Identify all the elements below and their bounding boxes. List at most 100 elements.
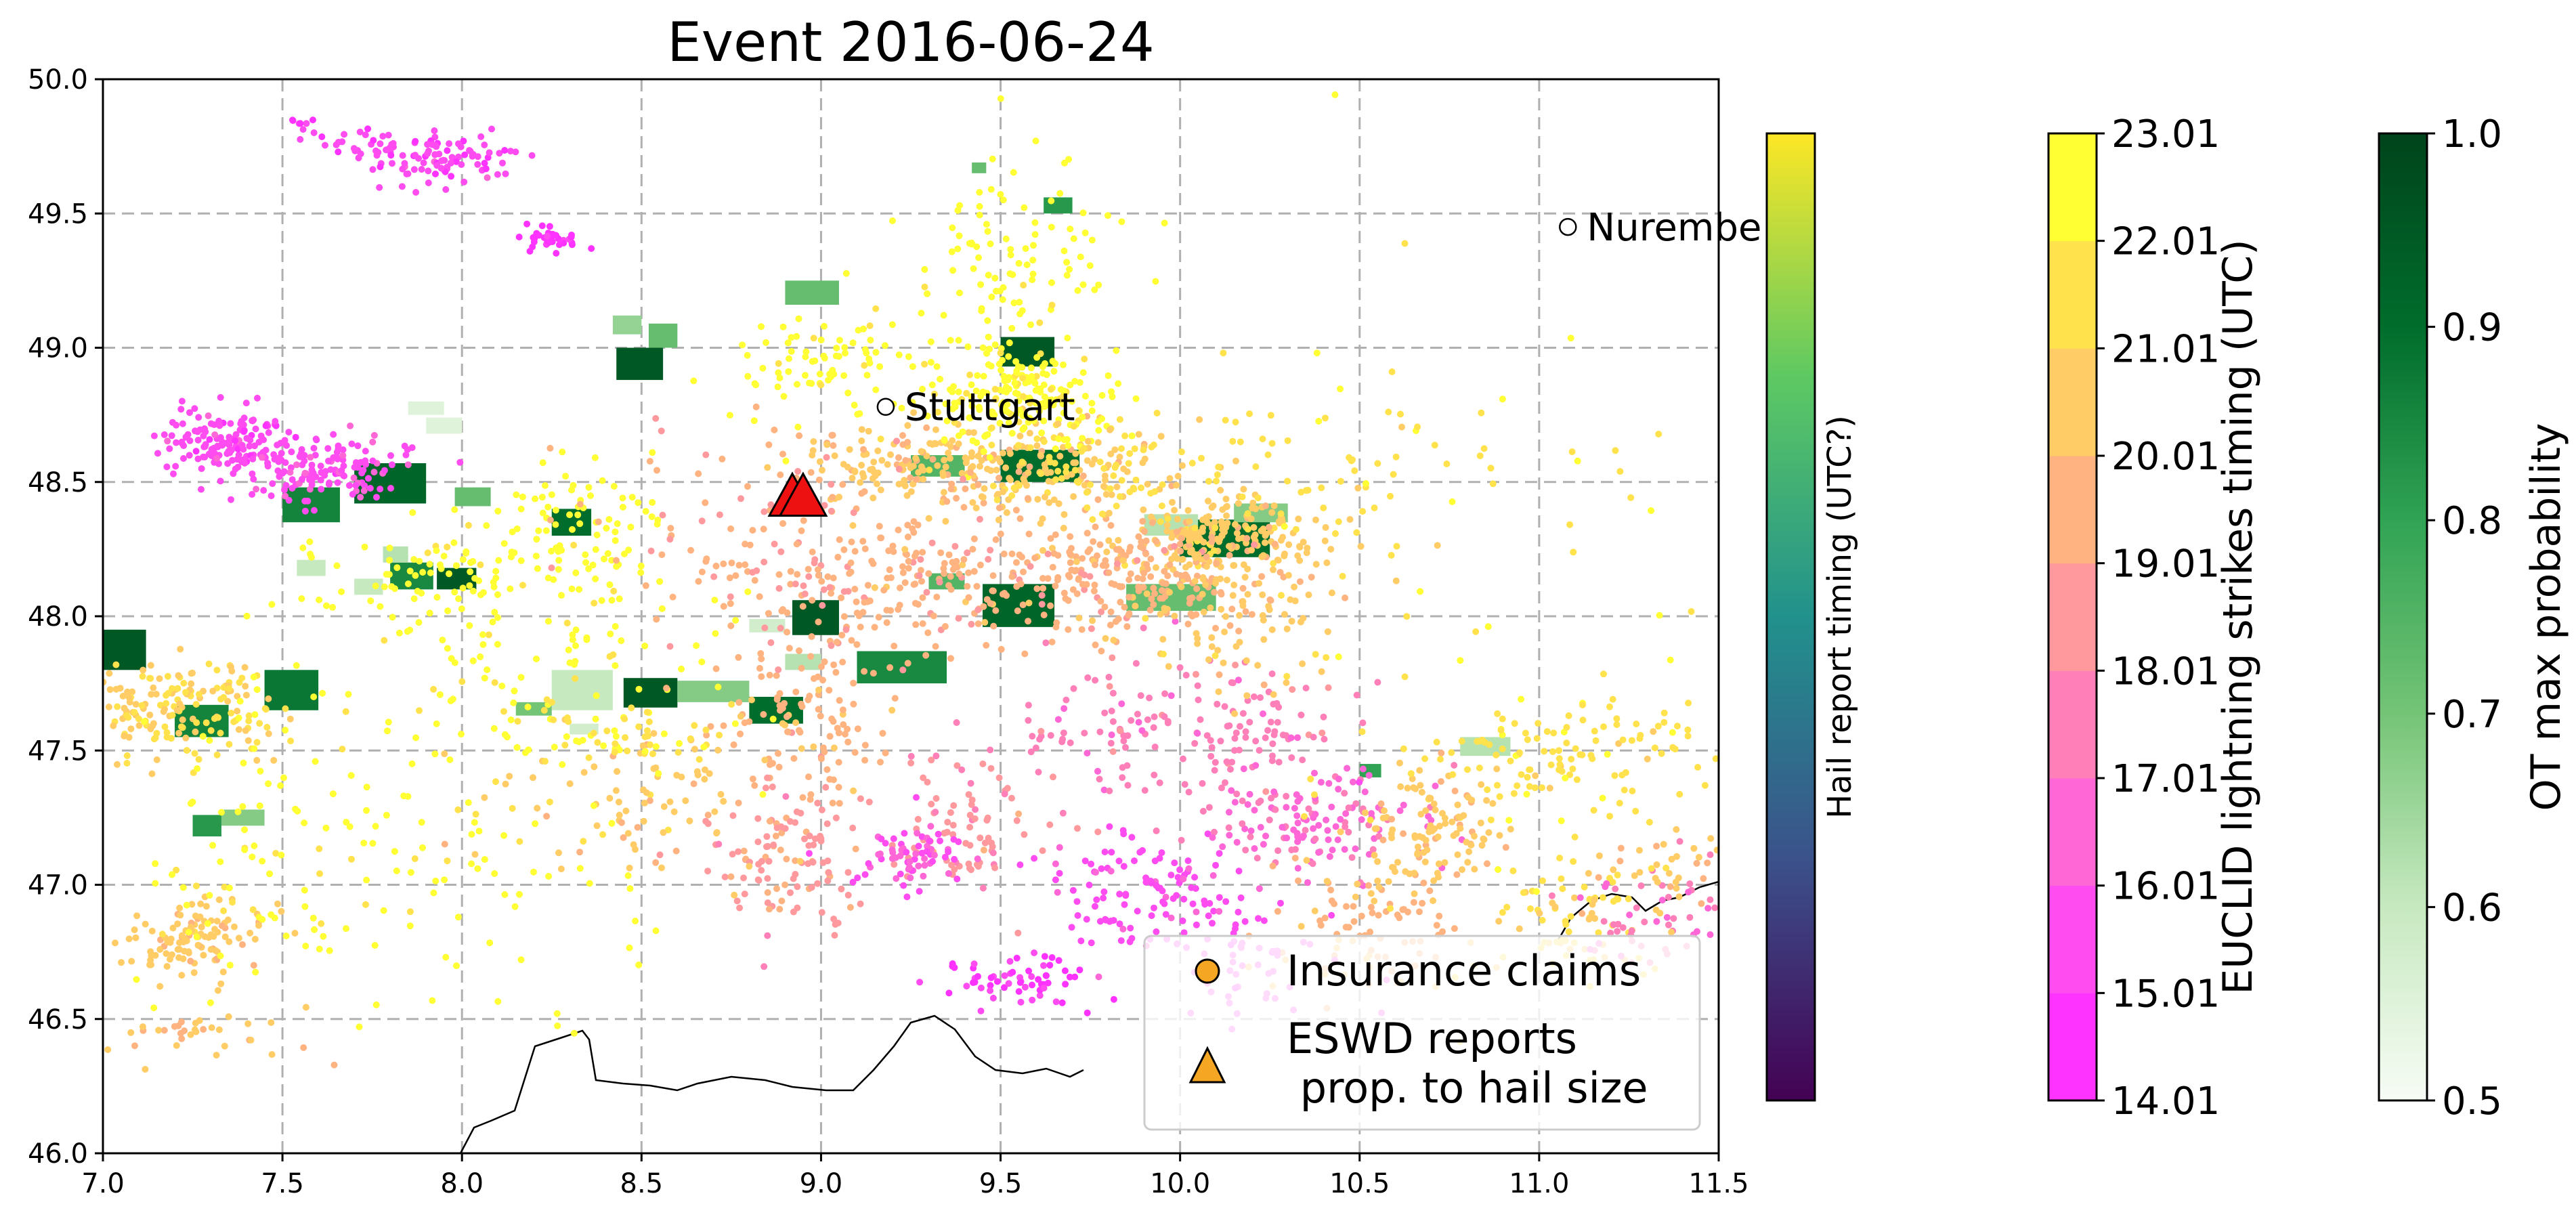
lightning-strike: [830, 574, 837, 582]
lightning-strike: [1591, 915, 1599, 922]
lightning-strike: [1291, 855, 1299, 862]
lightning-strike: [1084, 437, 1092, 445]
lightning-strike: [221, 933, 229, 941]
lightning-strike: [1174, 515, 1181, 523]
lightning-strike: [1037, 452, 1044, 458]
lightning-strike: [1214, 647, 1222, 654]
lightning-strike: [1060, 247, 1068, 255]
lightning-strike: [278, 907, 285, 915]
lightning-strike: [800, 582, 807, 589]
lightning-strike: [913, 549, 920, 557]
lightning-strike: [603, 727, 611, 735]
lightning-strike: [1166, 588, 1173, 596]
lightning-strike: [1558, 875, 1565, 882]
lightning-strike: [1271, 540, 1279, 548]
euclid-tick-label: 18.01: [2111, 649, 2220, 693]
lightning-strike: [243, 435, 251, 442]
lightning-strike: [1098, 865, 1105, 872]
lightning-strike: [967, 469, 974, 476]
lightning-strike: [451, 506, 458, 513]
lightning-strike: [288, 448, 295, 456]
lightning-strike: [764, 889, 771, 896]
lightning-strike: [1609, 695, 1616, 703]
lightning-strike: [739, 341, 746, 349]
lightning-strike: [987, 987, 994, 994]
lightning-strike: [864, 582, 872, 589]
lightning-strike: [984, 228, 991, 235]
lightning-strike: [1173, 570, 1180, 578]
lightning-strike: [1693, 859, 1700, 867]
lightning-strike: [1337, 828, 1344, 836]
lightning-strike: [301, 507, 309, 515]
lightning-strike: [828, 642, 835, 649]
lightning-strike: [1400, 830, 1407, 837]
lightning-strikes: [103, 91, 1719, 1073]
lightning-strike: [1026, 463, 1033, 471]
lightning-strike: [1095, 281, 1102, 288]
lightning-strike: [1367, 903, 1375, 911]
y-tick-label: 46.5: [28, 1004, 88, 1035]
lightning-strike: [1140, 570, 1148, 577]
lightning-strike: [458, 731, 465, 737]
lightning-strike: [1052, 876, 1059, 884]
lightning-strike: [1178, 535, 1185, 542]
lightning-strike: [226, 442, 233, 448]
lightning-strike: [981, 619, 989, 626]
lightning-strike: [865, 798, 873, 806]
lightning-strike: [1396, 914, 1403, 922]
lightning-strike: [241, 460, 249, 467]
lightning-strike: [941, 437, 948, 444]
lightning-strike: [139, 1023, 146, 1031]
lightning-strike: [1029, 996, 1036, 1004]
lightning-strike: [757, 650, 765, 657]
lightning-strike: [932, 643, 939, 650]
lightning-strike: [920, 872, 927, 880]
lightning-strike: [1297, 488, 1305, 496]
euclid-colorbar-band: [2048, 885, 2097, 993]
lightning-strike: [1075, 407, 1083, 414]
lightning-strike: [366, 485, 374, 492]
lightning-strike: [593, 822, 601, 830]
lightning-strike: [1332, 823, 1339, 830]
lightning-strike: [1302, 685, 1310, 691]
lightning-strike: [810, 438, 817, 445]
lightning-strike: [1151, 771, 1158, 779]
lightning-strike: [799, 794, 807, 801]
lightning-strike: [637, 569, 645, 576]
lightning-strike: [1021, 983, 1029, 991]
lightning-strike: [298, 595, 305, 602]
lightning-strike: [230, 470, 237, 477]
lightning-strike: [960, 556, 968, 563]
lightning-strike: [949, 267, 957, 274]
lightning-strike: [1633, 721, 1640, 727]
lightning-strike: [927, 359, 935, 366]
lightning-strike: [775, 763, 783, 771]
lightning-strike: [889, 542, 897, 550]
lightning-strike: [828, 590, 835, 597]
lightning-strike: [513, 525, 521, 532]
lightning-strike: [1416, 908, 1423, 916]
lightning-strike: [471, 851, 479, 858]
lightning-strike: [1111, 446, 1119, 454]
lightning-strike: [546, 516, 554, 523]
lightning-strike: [1113, 502, 1120, 510]
lightning-strike: [799, 603, 807, 610]
lightning-strike: [866, 322, 874, 329]
lightning-strike: [866, 360, 874, 367]
lightning-strike: [301, 469, 309, 477]
lightning-strike: [835, 784, 842, 791]
lightning-strike: [1001, 972, 1008, 979]
lightning-strike: [1318, 484, 1325, 492]
lightning-strike: [767, 501, 775, 509]
lightning-strike: [690, 780, 697, 788]
lightning-strike: [424, 141, 431, 148]
lightning-strike: [1228, 679, 1235, 686]
lightning-strike: [1107, 521, 1115, 529]
lightning-strike: [1161, 607, 1169, 614]
lightning-strike: [460, 178, 468, 186]
lightning-strike: [1566, 521, 1574, 528]
lightning-strike: [640, 817, 647, 825]
lightning-strike: [1241, 826, 1249, 832]
lightning-strike: [773, 672, 780, 679]
lightning-strike: [217, 393, 224, 401]
